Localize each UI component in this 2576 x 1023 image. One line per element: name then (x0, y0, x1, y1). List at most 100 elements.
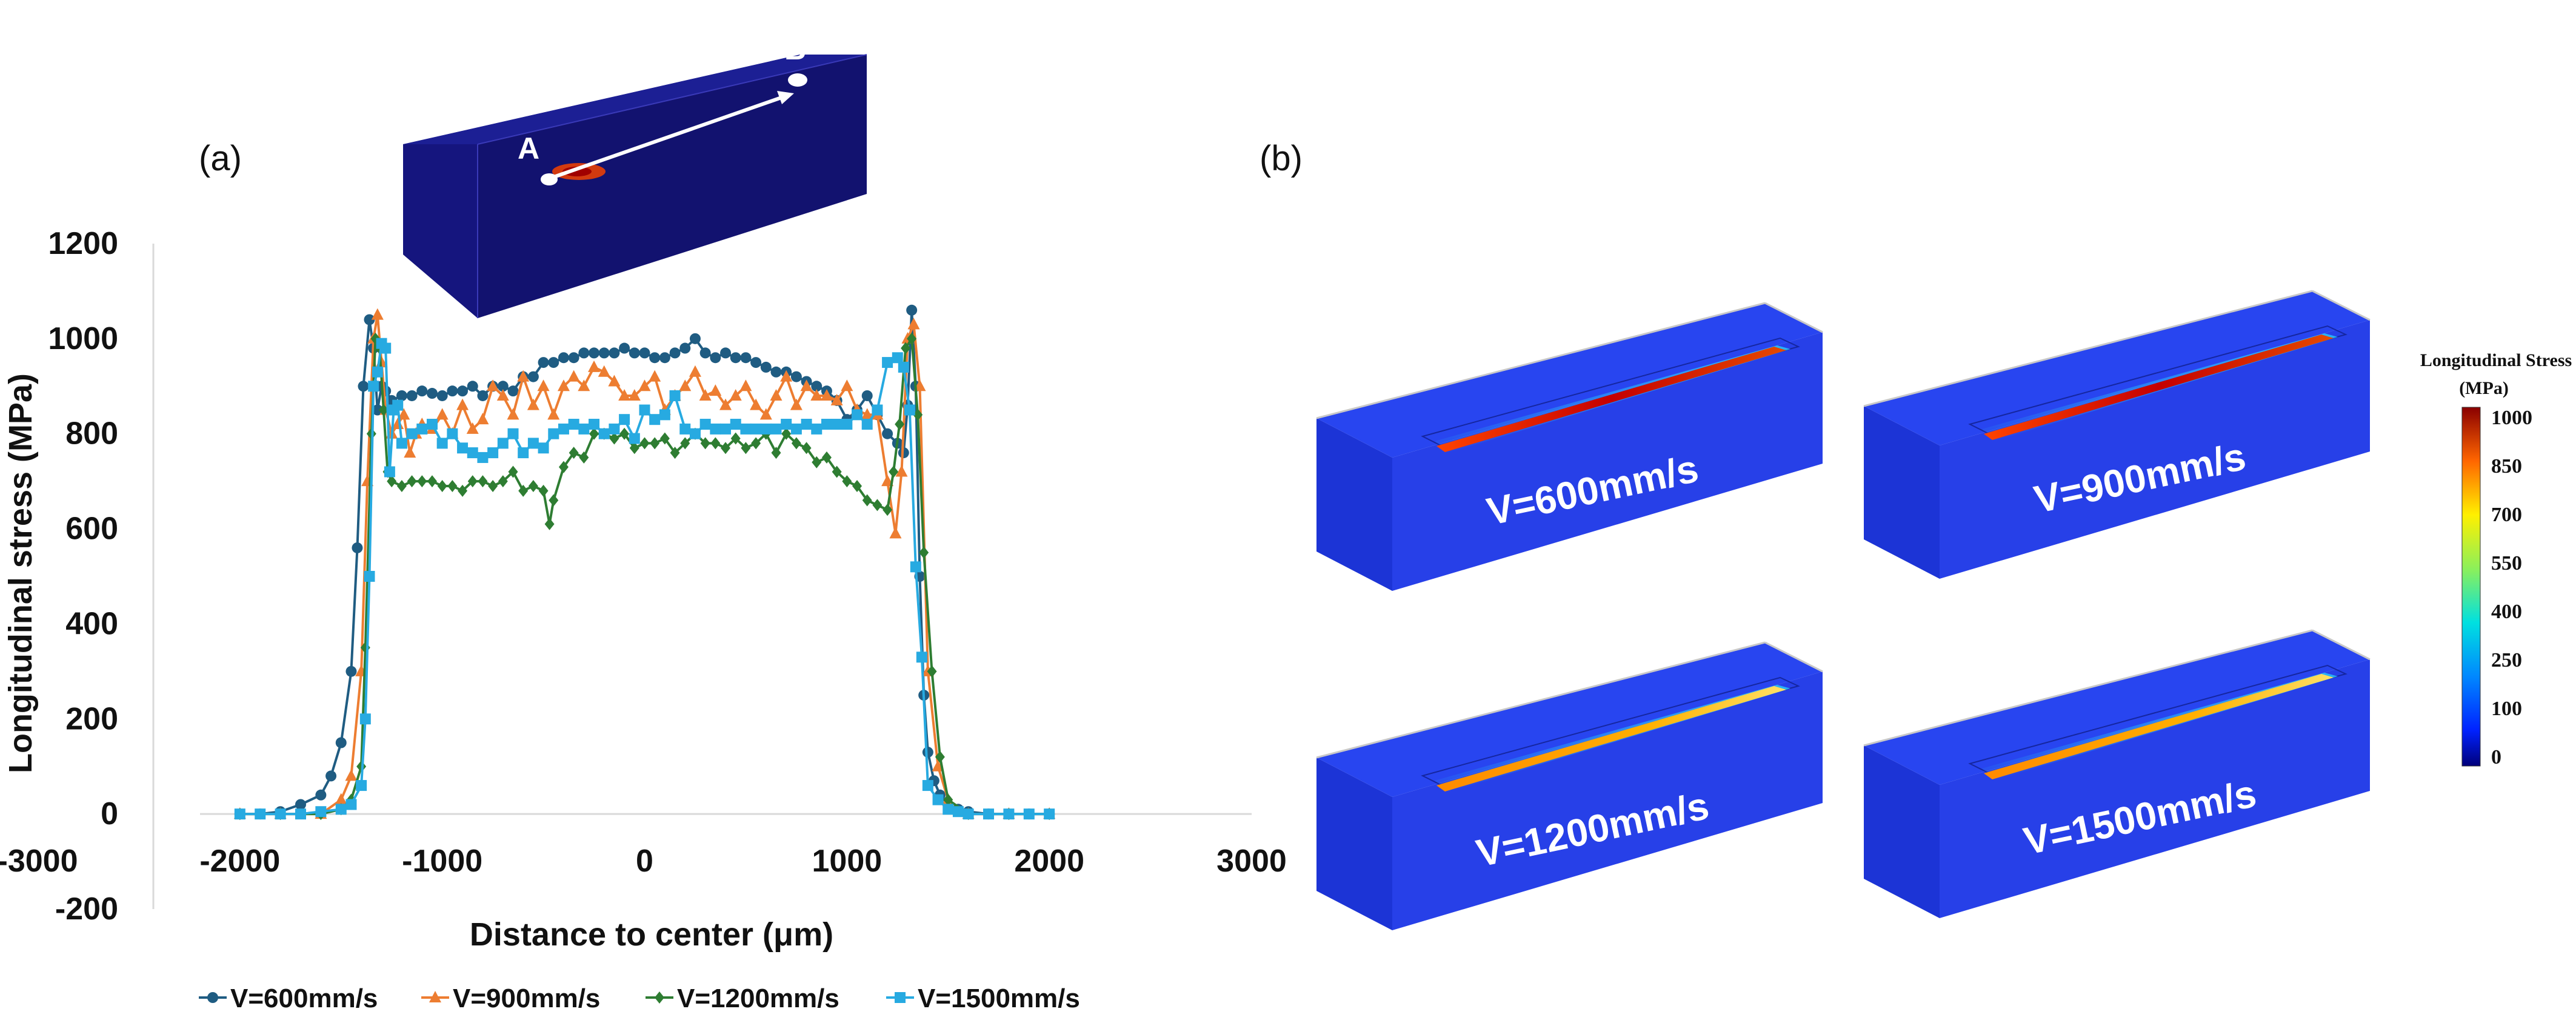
data-point (315, 789, 327, 801)
data-point (380, 342, 392, 354)
data-point (889, 465, 899, 478)
data-point (832, 465, 842, 478)
data-point (558, 461, 569, 473)
stress-streak (1436, 347, 1786, 452)
data-point (589, 347, 600, 359)
legend-label: V=1500mm/s (918, 984, 1080, 1013)
data-point (476, 413, 489, 425)
data-point (538, 484, 549, 497)
data-point (528, 479, 538, 492)
data-point (821, 419, 832, 430)
inset-scan-diagram: A B (403, 32, 867, 318)
y-tick-label: 0 (101, 796, 118, 831)
data-point (619, 342, 630, 354)
data-point (1003, 808, 1015, 820)
data-point (638, 379, 651, 392)
data-point (760, 361, 772, 373)
data-point (810, 388, 823, 401)
data-point (852, 479, 863, 492)
panel-label-b: (b) (1260, 139, 1303, 178)
data-point (872, 499, 883, 512)
data-point (1023, 808, 1035, 820)
data-point (589, 419, 600, 430)
data-point (781, 427, 792, 440)
data-point (943, 804, 954, 815)
colorbar-tick-label: 550 (2491, 552, 2522, 575)
block-edge (1863, 290, 2313, 407)
data-point (791, 437, 801, 450)
data-point (861, 419, 873, 430)
data-point (609, 423, 620, 435)
data-point (730, 432, 741, 445)
arrowhead (777, 91, 794, 104)
simulation-block: V=900mm/s (1863, 290, 2371, 579)
data-point (910, 561, 921, 573)
data-point (907, 332, 917, 345)
data-point (458, 484, 468, 497)
inset-block-front (403, 144, 478, 318)
data-point (659, 352, 670, 364)
x-tick-label: -2000 (199, 844, 280, 879)
data-point (578, 379, 590, 392)
data-point (739, 379, 752, 392)
data-point (730, 419, 741, 430)
scan-path-arrow (550, 95, 784, 180)
data-point (507, 408, 519, 420)
groove-outline (1968, 664, 2347, 774)
data-point (447, 428, 458, 439)
data-point (740, 423, 752, 435)
data-point (811, 423, 823, 435)
block-edge (1764, 302, 1823, 333)
colorbar: Longitudinal Stress (MPa) 10008507005504… (2420, 350, 2572, 768)
data-point (720, 423, 732, 435)
data-point (598, 347, 610, 359)
inset-edge-2 (477, 54, 867, 145)
legend-entry: V=1200mm/s (646, 984, 839, 1013)
data-point (588, 360, 601, 372)
data-point (508, 465, 518, 478)
data-point (406, 428, 418, 439)
x-tick-label: -1000 (402, 844, 482, 879)
data-point (619, 414, 630, 425)
legend-marker (207, 992, 218, 1003)
data-point (689, 365, 701, 377)
data-point (567, 370, 580, 382)
data-point (359, 713, 371, 725)
data-point (488, 479, 498, 492)
data-point (447, 385, 458, 397)
data-point (861, 408, 873, 420)
data-point (437, 479, 447, 492)
data-point (709, 384, 722, 396)
data-point (497, 381, 509, 392)
data-point (639, 347, 650, 359)
data-point (759, 408, 772, 420)
data-point (358, 381, 369, 392)
data-point (883, 504, 893, 516)
data-point (963, 808, 974, 820)
data-point (629, 433, 640, 444)
data-point (578, 423, 590, 435)
data-point (527, 371, 539, 382)
y-tick-label: 800 (65, 416, 118, 452)
x-tick-label: -3000 (0, 844, 78, 879)
block-side-face (1940, 320, 2370, 579)
legend-label: V=600mm/s (230, 984, 378, 1013)
data-point (913, 408, 923, 421)
block-side-face (1392, 332, 1823, 591)
data-point (639, 404, 650, 416)
data-point (952, 806, 964, 818)
y-tick-label: 600 (65, 512, 118, 547)
data-point (549, 494, 559, 507)
data-point (378, 404, 389, 416)
data-point (407, 475, 417, 488)
data-point (387, 475, 397, 488)
y-tick-label: 1000 (48, 321, 118, 356)
data-point (538, 442, 549, 454)
groove-outline (1421, 337, 1800, 447)
data-point (345, 665, 357, 677)
x-tick-label: 3000 (1216, 844, 1287, 879)
data-point (368, 381, 379, 392)
data-point (801, 419, 812, 430)
block-side-face (1940, 659, 2370, 918)
